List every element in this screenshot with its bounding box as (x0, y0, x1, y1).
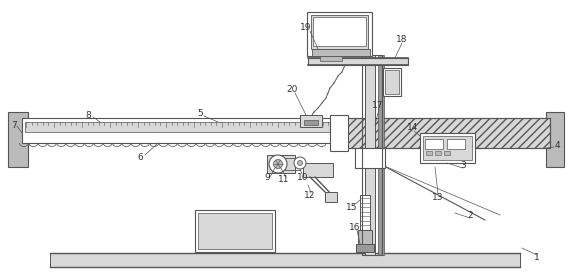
Text: 10: 10 (297, 172, 309, 182)
Bar (425, 139, 443, 149)
Text: 18: 18 (396, 35, 408, 44)
Bar (447, 139, 465, 149)
Bar (546, 112, 564, 167)
Bar (335, 118, 550, 148)
Text: 15: 15 (346, 203, 358, 213)
Bar (198, 213, 272, 249)
Bar (308, 58, 408, 65)
Circle shape (297, 160, 303, 165)
Bar (304, 120, 318, 125)
Bar (365, 55, 375, 255)
Text: 6: 6 (137, 153, 143, 162)
Text: 5: 5 (197, 109, 203, 117)
Text: 8: 8 (85, 110, 91, 119)
Bar (307, 12, 372, 56)
Bar (444, 151, 450, 155)
Bar (313, 17, 366, 46)
Bar (360, 195, 370, 230)
Bar (330, 115, 348, 151)
Bar (22, 118, 342, 143)
Bar (195, 210, 275, 252)
Bar (383, 68, 401, 96)
Bar (420, 133, 475, 163)
Text: 9: 9 (264, 172, 270, 182)
Bar (325, 192, 337, 202)
Bar (355, 148, 385, 168)
Bar (426, 151, 432, 155)
Bar (385, 70, 399, 94)
Bar (358, 230, 372, 244)
Text: 19: 19 (300, 23, 312, 32)
Text: 3: 3 (460, 160, 466, 170)
Bar (8, 112, 28, 167)
Text: 12: 12 (304, 191, 316, 201)
Text: 2: 2 (467, 210, 473, 220)
Bar (435, 151, 441, 155)
Bar (378, 55, 384, 255)
Bar (356, 244, 374, 252)
Bar (25, 122, 338, 132)
Text: 16: 16 (349, 223, 361, 232)
Bar (423, 136, 472, 160)
Bar (50, 253, 520, 267)
Bar (300, 115, 322, 127)
Text: 17: 17 (372, 102, 384, 110)
Bar (311, 15, 368, 49)
Text: 13: 13 (432, 193, 444, 201)
Bar (362, 55, 382, 255)
Bar (267, 155, 295, 173)
Bar (303, 163, 333, 177)
Text: 7: 7 (11, 121, 17, 131)
Circle shape (269, 155, 287, 173)
Text: 4: 4 (554, 141, 560, 150)
Circle shape (274, 160, 283, 169)
Text: 14: 14 (407, 124, 419, 133)
Circle shape (294, 157, 306, 169)
Bar (312, 49, 370, 56)
Text: 20: 20 (286, 85, 297, 95)
Text: 11: 11 (278, 174, 289, 184)
Bar (335, 118, 550, 148)
Bar (320, 56, 342, 61)
Text: 1: 1 (534, 254, 540, 263)
